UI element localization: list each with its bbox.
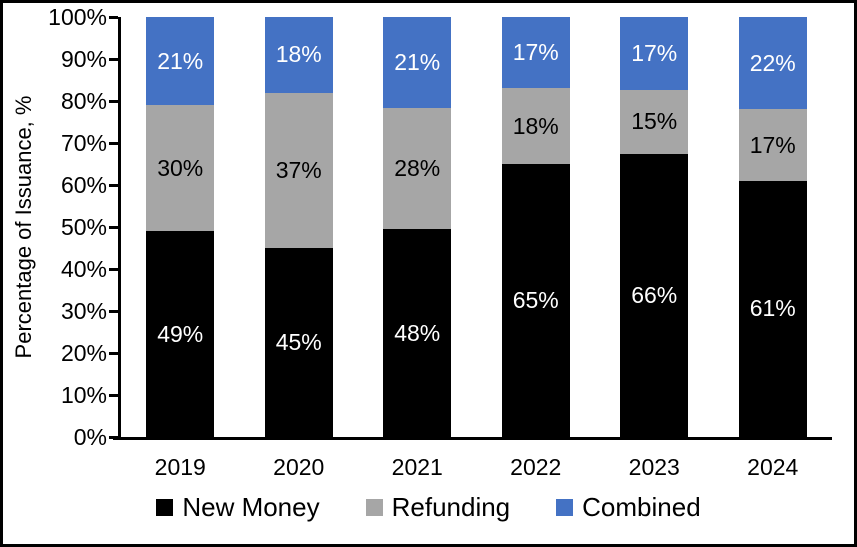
bar-segment-refunding: 30% [146, 105, 215, 232]
bar-segment-combined: 17% [620, 17, 689, 90]
bar-segment-refunding: 28% [383, 107, 452, 230]
x-axis-label-2019: 2019 [154, 454, 206, 480]
y-tick-label: 90% [60, 46, 107, 72]
y-tick-label: 50% [60, 214, 107, 240]
bar-segment-new-money: 65% [501, 163, 570, 437]
bar-2024: 22% 17% 61% [738, 17, 807, 437]
data-label: 45% [275, 328, 322, 355]
y-tick-label: 100% [48, 4, 107, 30]
bar-segment-combined: 21% [146, 17, 215, 106]
bar-segment-combined: 21% [383, 17, 452, 108]
data-label: 17% [749, 131, 796, 158]
data-label: 28% [394, 155, 441, 182]
legend-item-new-money: New Money [156, 491, 320, 523]
legend-item-refunding: Refunding [365, 491, 511, 523]
bar-segment-refunding: 17% [738, 109, 807, 181]
y-tick-mark [109, 394, 118, 397]
bar-segment-refunding: 18% [501, 88, 570, 164]
y-tick-label: 0% [73, 424, 107, 450]
data-label: 65% [512, 286, 559, 313]
bar-2019: 21% 30% 49% [146, 17, 215, 437]
bar-segment-refunding: 37% [264, 92, 333, 248]
data-label: 15% [631, 108, 678, 135]
x-axis-label-2020: 2020 [273, 454, 325, 480]
legend: New Money Refunding Combined [3, 491, 854, 523]
bar-segment-refunding: 15% [620, 89, 689, 155]
data-label: 37% [275, 156, 322, 183]
data-label: 21% [157, 47, 204, 74]
data-label: 22% [749, 49, 796, 76]
legend-label: Combined [582, 491, 701, 522]
bar-segment-new-money: 48% [383, 229, 452, 437]
y-tick-mark [109, 142, 118, 145]
y-tick-mark [109, 268, 118, 271]
y-tick-label: 40% [60, 256, 107, 282]
x-axis-label-2022: 2022 [510, 454, 562, 480]
bar-2020: 18% 37% 45% [264, 17, 333, 437]
bar-segment-new-money: 61% [738, 180, 807, 437]
bar-segment-combined: 17% [501, 17, 570, 89]
bar-segment-new-money: 49% [146, 231, 215, 437]
y-tick-label: 70% [60, 130, 107, 156]
legend-label: Refunding [391, 491, 511, 522]
x-axis-label-2024: 2024 [747, 454, 799, 480]
data-label: 61% [749, 295, 796, 322]
y-tick-mark [109, 310, 118, 313]
bar-2023: 17% 15% 66% [620, 17, 689, 437]
y-tick-mark [109, 16, 118, 19]
data-label: 49% [157, 320, 204, 347]
y-tick-label: 20% [60, 340, 107, 366]
data-label: 18% [512, 112, 559, 139]
y-axis-line [118, 17, 121, 440]
legend-swatch-icon [156, 498, 174, 516]
data-label: 48% [394, 319, 441, 346]
y-tick-label: 30% [60, 298, 107, 324]
data-label: 66% [631, 282, 678, 309]
legend-label: New Money [182, 491, 320, 522]
bar-segment-combined: 22% [738, 17, 807, 110]
bar-2021: 21% 28% 48% [383, 17, 452, 437]
data-label: 21% [394, 48, 441, 75]
legend-item-combined: Combined [556, 492, 701, 523]
data-label: 17% [631, 39, 678, 66]
bar-segment-combined: 18% [264, 17, 333, 93]
y-tick-label: 60% [60, 172, 107, 198]
y-tick-mark [109, 100, 118, 103]
bar-2022: 17% 18% 65% [501, 17, 570, 437]
y-tick-mark [109, 58, 118, 61]
data-label: 17% [512, 39, 559, 66]
y-tick-label: 10% [60, 382, 107, 408]
x-axis-label-2021: 2021 [391, 454, 443, 480]
legend-swatch-icon [365, 498, 383, 516]
y-tick-mark [109, 352, 118, 355]
data-label: 30% [157, 154, 204, 181]
y-tick-mark [109, 436, 118, 439]
x-axis-line [113, 437, 832, 440]
bar-segment-new-money: 45% [264, 247, 333, 437]
data-label: 18% [275, 41, 322, 68]
x-axis-label-2023: 2023 [628, 454, 680, 480]
y-tick-mark [109, 184, 118, 187]
y-tick-mark [109, 226, 118, 229]
legend-swatch-icon [556, 498, 574, 516]
y-tick-label: 80% [60, 88, 107, 114]
bar-segment-new-money: 66% [620, 154, 689, 437]
